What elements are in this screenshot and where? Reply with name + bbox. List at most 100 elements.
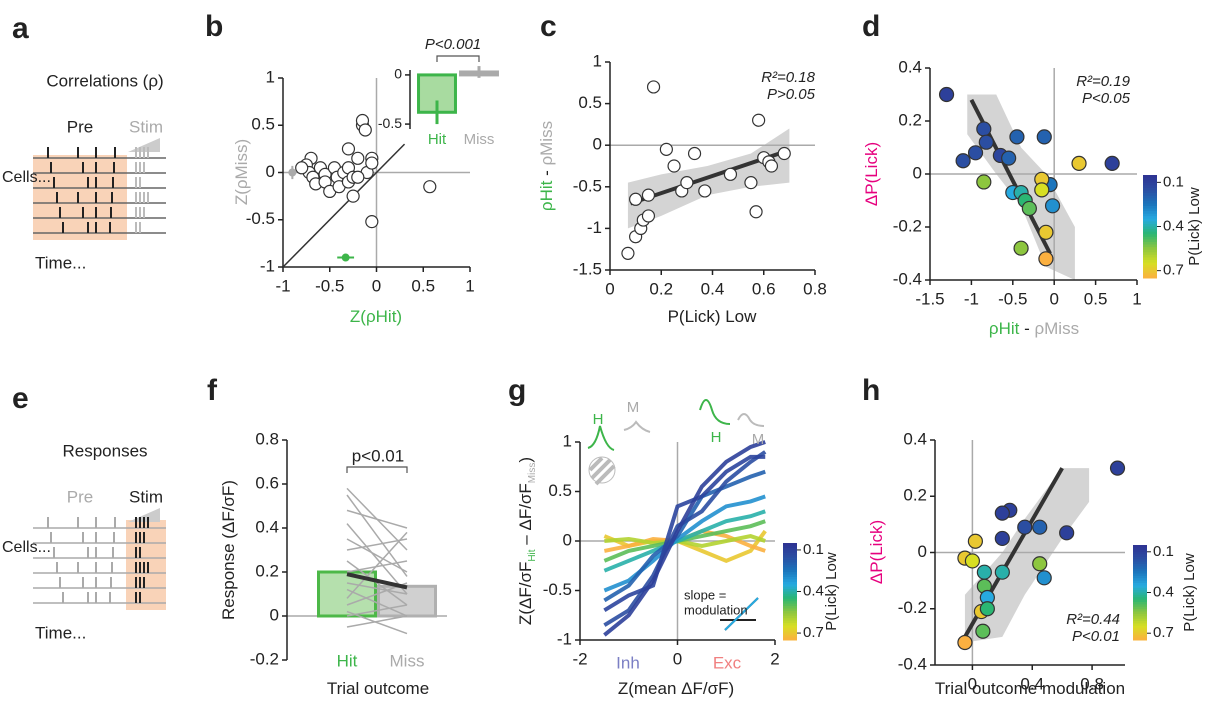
colorbar-cell — [783, 576, 797, 580]
x-tick-label: 0 — [605, 279, 614, 298]
x-tick-label: 0 — [673, 649, 682, 668]
chart: f -0.2 0 0.2 0.4 0.6 0.8 Hit Miss p<0.01 — [207, 374, 447, 670]
x-tick-label: -0.5 — [998, 289, 1027, 308]
colorbar-tick-label: 0.7 — [1163, 262, 1184, 279]
y-tick-label: 0 — [593, 135, 602, 154]
neuron-line — [603, 450, 767, 627]
panel-letter: e — [12, 382, 29, 415]
colorbar-cell — [1143, 272, 1157, 276]
point — [1001, 150, 1017, 166]
colorbar-cell — [1133, 587, 1147, 591]
colorbar-cell — [783, 615, 797, 619]
y-tick-label: -0.5 — [378, 115, 402, 131]
x-tick-label: 1 — [1132, 289, 1141, 308]
colorbar-cell — [783, 552, 797, 556]
point — [723, 167, 738, 181]
panel-letter: c — [540, 10, 557, 43]
colorbar-cell — [1143, 257, 1157, 261]
point — [955, 153, 971, 169]
neuron-line — [603, 440, 766, 637]
colorbar-cell — [783, 637, 797, 641]
point — [1036, 129, 1052, 145]
colorbar-cell — [1133, 628, 1147, 631]
colorbar-cell — [783, 559, 797, 563]
colorbar-cell — [783, 581, 797, 585]
colorbar-cell — [1133, 583, 1147, 586]
cells-label: Cells... — [2, 539, 51, 556]
colorbar-cell — [1143, 218, 1157, 222]
label-part: Z(ρHit) — [350, 307, 402, 326]
colorbar-cell — [1133, 547, 1147, 551]
colorbar-tick-label: 0.7 — [1153, 624, 1174, 641]
stat-annotation: P>0.05 — [767, 86, 816, 103]
label-part: - — [537, 166, 556, 181]
colorbar-cell — [783, 627, 797, 631]
y-tick-label: 0.8 — [255, 429, 279, 448]
label-part: Z(ρMiss) — [232, 139, 251, 205]
exc-label: Exc — [713, 653, 742, 672]
x-axis-label: Trial outcome — [327, 679, 429, 698]
panel-letter: b — [205, 10, 223, 43]
point — [621, 246, 635, 260]
colorbar-cell — [783, 589, 797, 592]
inset-text: slope = — [684, 587, 726, 602]
label-part: Trial outcome modulation — [935, 679, 1125, 698]
colorbar-cell — [1133, 564, 1147, 567]
schematic-title: Correlations (ρ) — [46, 71, 163, 90]
colorbar-cell — [783, 591, 797, 595]
mean-line — [346, 572, 408, 590]
colorbar-cell — [1143, 254, 1157, 258]
colorbar-cell — [1143, 203, 1157, 207]
x-axis-label: Trial outcome modulation — [935, 679, 1125, 698]
pre-label: Pre — [67, 487, 93, 506]
point — [295, 161, 309, 175]
point — [749, 205, 763, 219]
colorbar-cell — [783, 620, 797, 624]
neuron-line — [603, 519, 766, 563]
colorbar-cell — [1133, 604, 1147, 608]
colorbar-cell — [1133, 632, 1147, 636]
point — [659, 142, 673, 156]
y-axis-label: Response (ΔF/σF) — [219, 480, 238, 620]
colorbar-cell — [783, 545, 797, 549]
point — [975, 623, 991, 639]
point — [1009, 129, 1025, 145]
colorbar-cell — [1133, 566, 1147, 570]
icon-label: H — [593, 411, 604, 428]
label-part: Z(ΔF/σF — [516, 562, 535, 625]
significance-label: p<0.01 — [352, 446, 404, 465]
y-tick-label: 0.4 — [898, 57, 922, 76]
x-tick-label: 0.5 — [1084, 289, 1108, 308]
point — [777, 146, 791, 161]
panel-letter: h — [862, 374, 880, 407]
colorbar-cell — [783, 574, 797, 578]
colorbar-cell — [783, 608, 797, 612]
colorbar-cell — [783, 623, 797, 626]
colorbar-cell — [783, 562, 797, 566]
colorbar-cell — [783, 555, 797, 559]
colorbar-cell — [783, 564, 797, 568]
colorbar-cell — [1143, 185, 1157, 189]
colorbar-cell — [783, 586, 797, 590]
y-axis-label: Z(ρMiss) — [232, 139, 251, 205]
colorbar-cell — [1133, 635, 1147, 639]
colorbar-cell — [1143, 177, 1157, 181]
y-tick-label: 0.5 — [548, 481, 572, 500]
cell-pair — [346, 610, 408, 635]
colorbar-cell — [1143, 205, 1157, 209]
point — [680, 176, 694, 190]
colorbar-cell — [1133, 592, 1147, 596]
neuron-line — [603, 454, 766, 613]
stat-annotation: P<0.01 — [1072, 628, 1120, 645]
cells-label: Cells... — [2, 169, 51, 186]
significance-label: P<0.001 — [425, 36, 481, 53]
colorbar-cell — [1133, 613, 1147, 617]
colorbar-cell — [783, 569, 797, 573]
point — [1038, 251, 1054, 267]
label-part: ρHit — [537, 180, 556, 211]
neuron-line — [603, 494, 766, 593]
colorbar-cell — [1133, 621, 1147, 624]
chart: 0 -0.5 Hit Miss P<0.001 — [378, 36, 499, 148]
x-tick-label: 0.8 — [1080, 674, 1104, 693]
